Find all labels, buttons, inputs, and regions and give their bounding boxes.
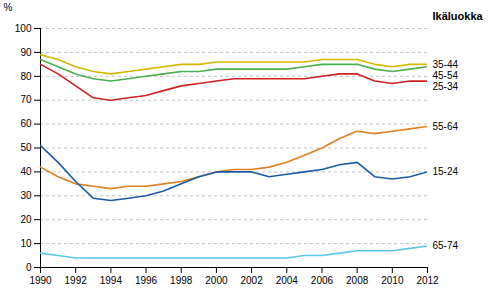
svg-text:2004: 2004	[276, 275, 299, 286]
svg-text:35-44: 35-44	[433, 59, 459, 70]
svg-text:100: 100	[15, 23, 32, 34]
svg-text:15-24: 15-24	[433, 166, 459, 177]
svg-text:1996: 1996	[135, 275, 158, 286]
svg-text:2006: 2006	[311, 275, 334, 286]
svg-text:1990: 1990	[29, 275, 52, 286]
svg-text:30: 30	[20, 190, 32, 201]
svg-text:2008: 2008	[346, 275, 369, 286]
svg-text:1998: 1998	[170, 275, 193, 286]
svg-text:10: 10	[20, 238, 32, 249]
svg-text:2012: 2012	[416, 275, 439, 286]
svg-text:Ikäluokka: Ikäluokka	[433, 10, 484, 22]
svg-text:25-34: 25-34	[433, 81, 459, 92]
svg-text:40: 40	[20, 166, 32, 177]
svg-text:90: 90	[20, 47, 32, 58]
svg-text:45-54: 45-54	[433, 70, 459, 81]
svg-text:50: 50	[20, 142, 32, 153]
svg-text:2000: 2000	[205, 275, 228, 286]
svg-text:70: 70	[20, 94, 32, 105]
svg-text:1994: 1994	[100, 275, 123, 286]
svg-text:0: 0	[26, 262, 32, 273]
svg-text:80: 80	[20, 71, 32, 82]
svg-text:2002: 2002	[240, 275, 263, 286]
svg-text:2010: 2010	[381, 275, 404, 286]
svg-text:65-74: 65-74	[433, 240, 459, 251]
svg-text:60: 60	[20, 118, 32, 129]
svg-text:20: 20	[20, 214, 32, 225]
svg-text:1992: 1992	[65, 275, 88, 286]
svg-text:%: %	[4, 2, 13, 13]
svg-text:55-64: 55-64	[433, 121, 459, 132]
